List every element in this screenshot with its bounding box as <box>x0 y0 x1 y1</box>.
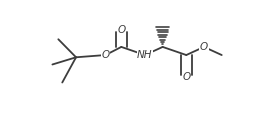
Text: O: O <box>102 50 110 60</box>
Text: O: O <box>182 72 190 82</box>
Text: O: O <box>117 25 125 35</box>
Text: NH: NH <box>137 50 153 60</box>
Text: O: O <box>200 42 208 52</box>
